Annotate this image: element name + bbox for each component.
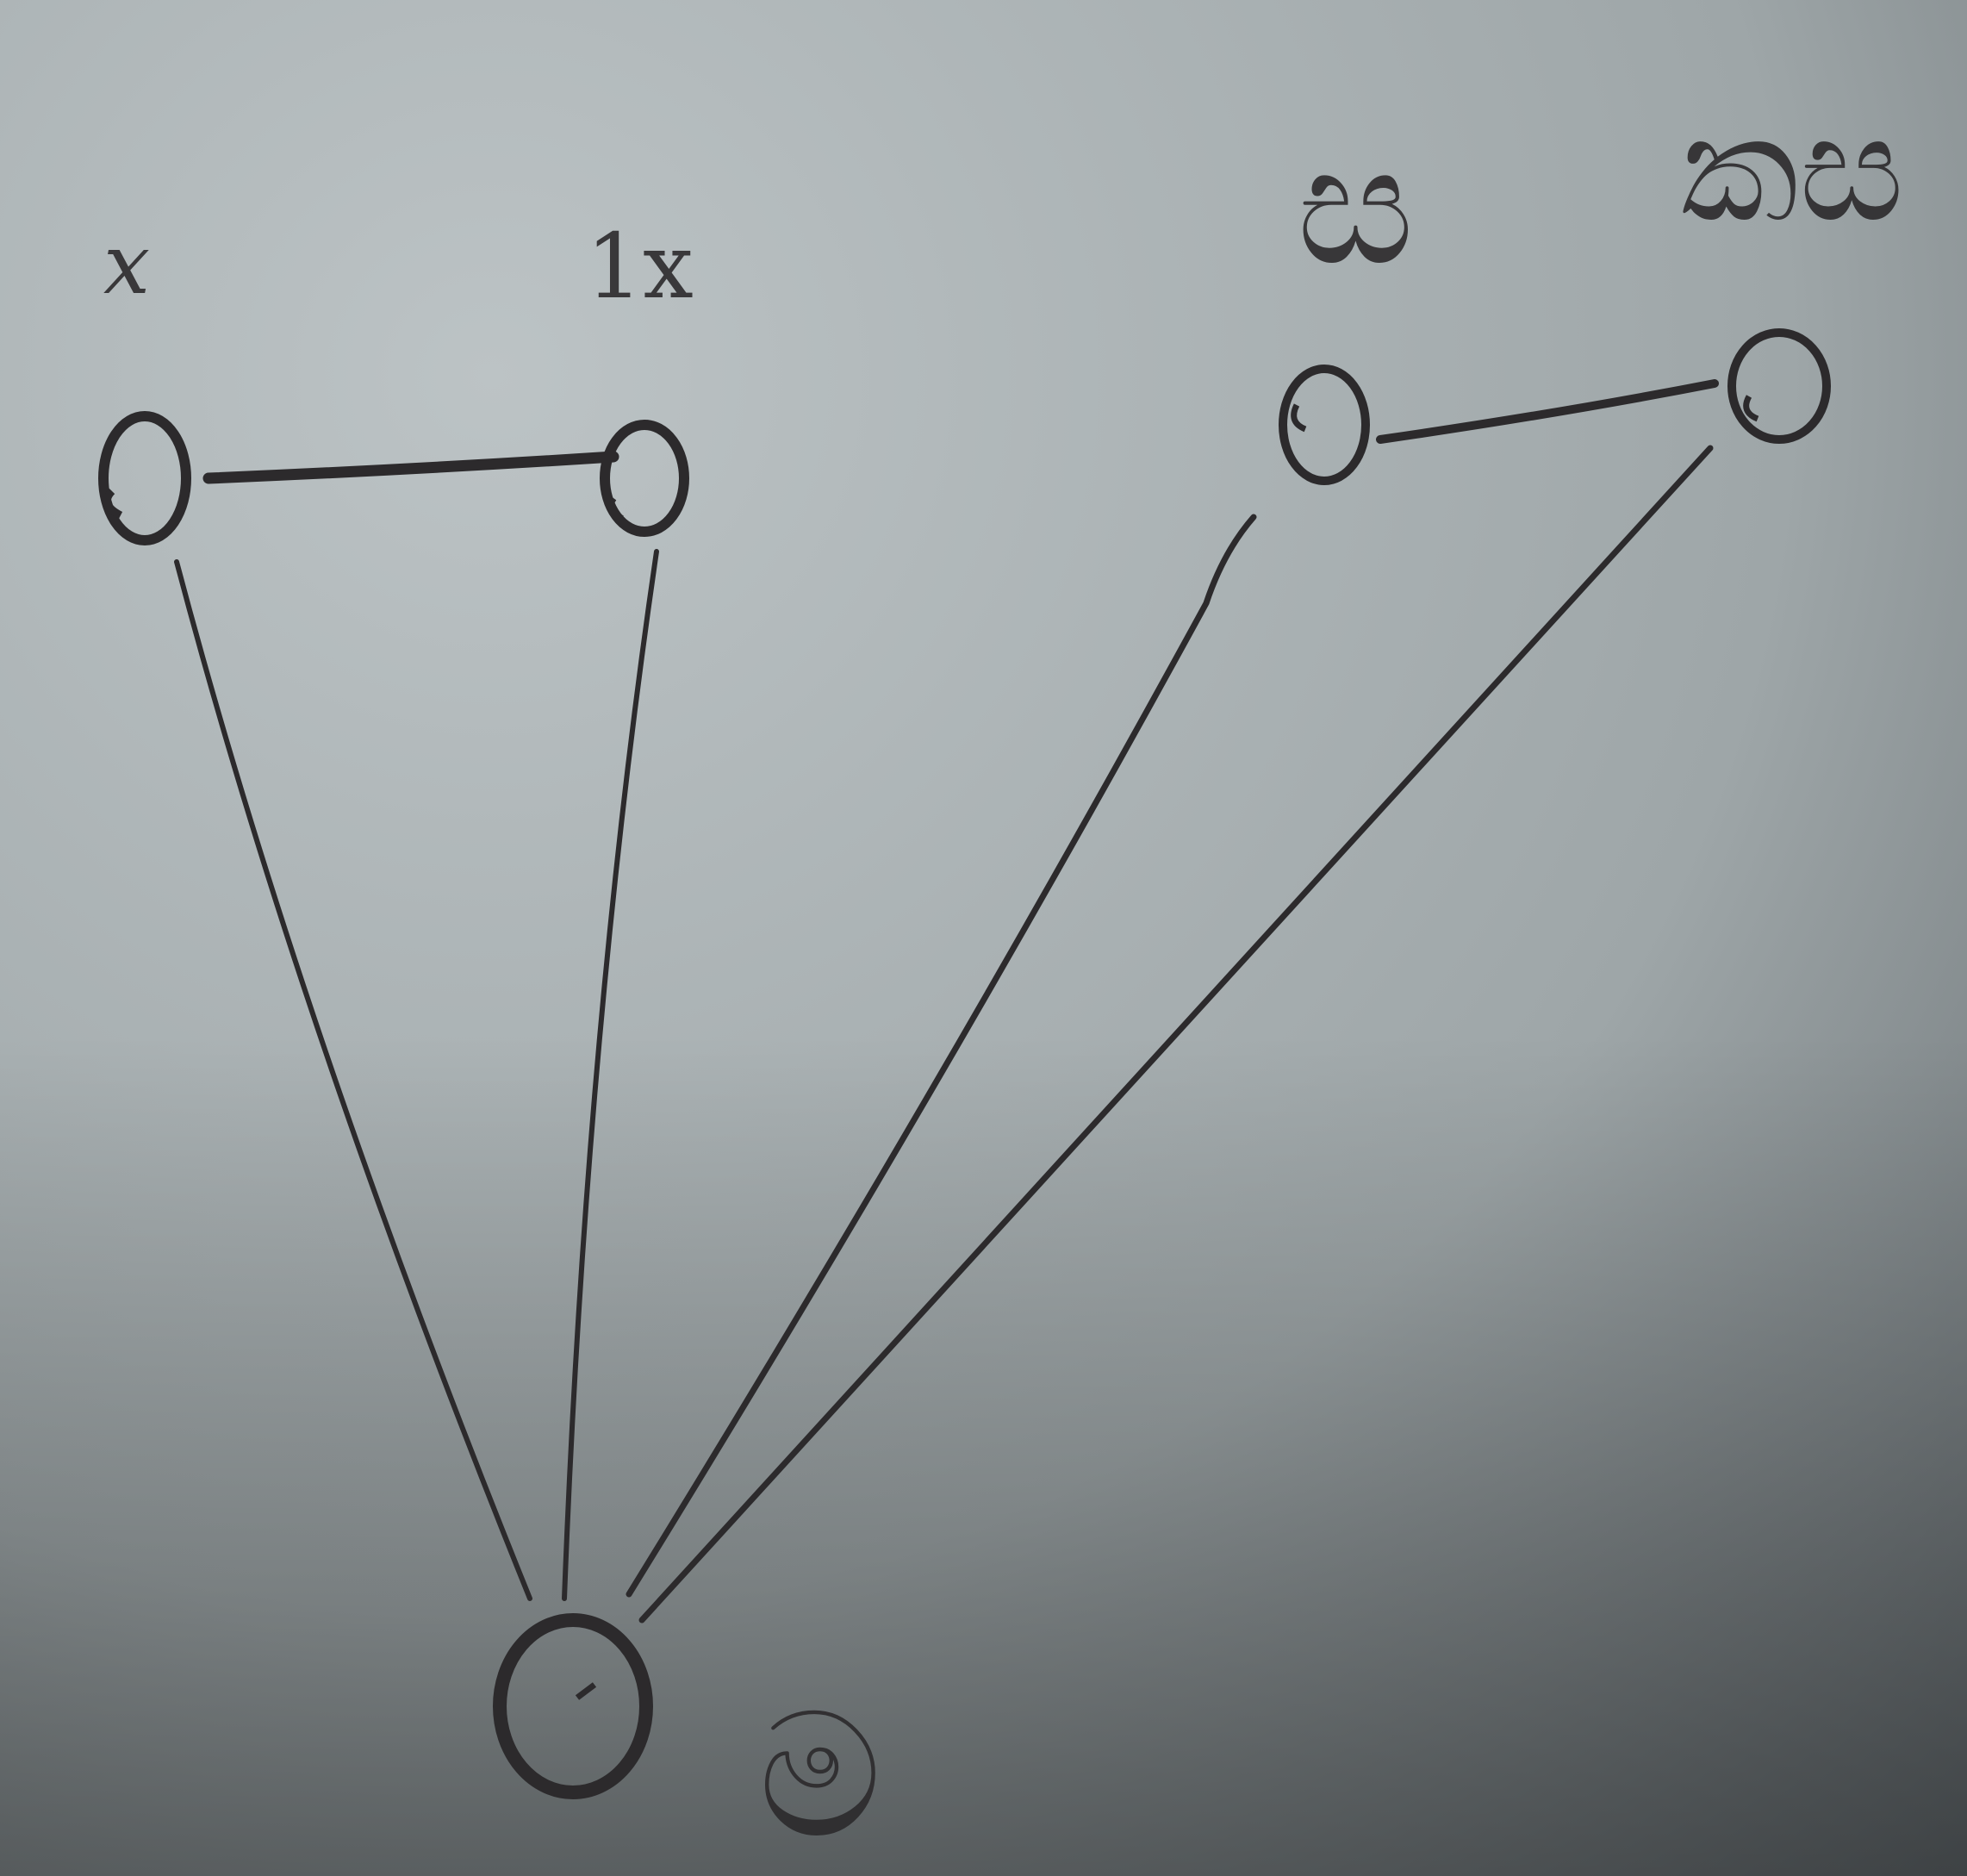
label-fig-1: ස xyxy=(1297,111,1415,302)
edge-fig1-bottom xyxy=(626,514,1257,1598)
labels: x 1x ස කස ම xyxy=(103,84,1904,1876)
label-x: x xyxy=(103,216,150,313)
node-bottom-circle xyxy=(493,1613,653,1799)
edge-x-1x xyxy=(202,451,619,484)
label-fig-2: කස xyxy=(1680,84,1904,255)
paper-shadow xyxy=(0,1034,1967,1876)
node-fig-2-hook xyxy=(1743,395,1759,422)
node-x xyxy=(98,411,191,545)
node-x-hook xyxy=(103,488,123,519)
node-1x-circle xyxy=(600,420,689,537)
node-fig-1-hook xyxy=(1291,403,1307,433)
node-1x xyxy=(600,420,689,537)
node-bottom-tick xyxy=(575,1682,597,1700)
edge-fig1-fig2 xyxy=(1376,379,1719,444)
node-1x-hook xyxy=(607,495,624,522)
edge-1x-bottom xyxy=(562,549,659,1601)
label-bottom: ම xyxy=(758,1676,882,1876)
node-fig-2 xyxy=(1727,328,1831,444)
node-x-circle xyxy=(98,411,191,545)
node-fig-1-circle xyxy=(1279,365,1370,485)
nodes xyxy=(98,328,1831,1799)
node-fig-1 xyxy=(1279,365,1370,485)
edge-fig2-bottom xyxy=(638,445,1714,1624)
node-bottom xyxy=(493,1613,653,1799)
label-1x: 1x xyxy=(586,214,694,319)
node-fig-2-circle xyxy=(1727,328,1831,444)
edges xyxy=(174,379,1719,1624)
edge-x-bottom xyxy=(174,559,532,1601)
